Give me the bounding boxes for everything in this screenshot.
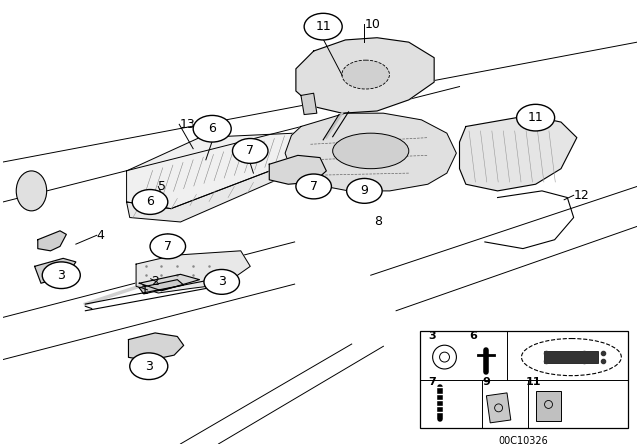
Text: 10: 10 — [364, 18, 380, 31]
Ellipse shape — [204, 269, 239, 294]
Ellipse shape — [296, 174, 332, 199]
Ellipse shape — [522, 339, 621, 375]
Ellipse shape — [42, 262, 80, 289]
Text: 2: 2 — [150, 276, 159, 289]
Polygon shape — [269, 155, 326, 184]
Text: 13: 13 — [179, 118, 195, 131]
Polygon shape — [129, 333, 184, 361]
Text: 9: 9 — [482, 377, 490, 388]
Text: 7: 7 — [428, 377, 436, 388]
Text: 00C10326: 00C10326 — [499, 436, 548, 446]
Text: 3: 3 — [428, 331, 435, 340]
Bar — [545, 351, 598, 363]
Text: 11: 11 — [525, 377, 541, 388]
Ellipse shape — [193, 116, 231, 142]
Polygon shape — [127, 129, 409, 209]
Polygon shape — [35, 258, 76, 283]
Text: 3: 3 — [58, 269, 65, 282]
Text: 12: 12 — [573, 189, 589, 202]
Text: 11: 11 — [528, 111, 543, 124]
Text: 7: 7 — [246, 144, 254, 157]
Ellipse shape — [132, 190, 168, 215]
Text: 9: 9 — [360, 185, 369, 198]
Text: 11: 11 — [316, 20, 331, 33]
Polygon shape — [460, 116, 577, 191]
Text: 4: 4 — [97, 229, 105, 242]
Polygon shape — [140, 280, 184, 294]
Polygon shape — [127, 169, 282, 222]
Polygon shape — [140, 274, 200, 291]
Text: 5: 5 — [158, 180, 166, 193]
Polygon shape — [301, 93, 317, 115]
Ellipse shape — [347, 178, 382, 203]
Ellipse shape — [16, 171, 47, 211]
Polygon shape — [296, 38, 434, 113]
Polygon shape — [136, 251, 250, 293]
Text: 6: 6 — [208, 122, 216, 135]
Ellipse shape — [304, 13, 342, 40]
Ellipse shape — [232, 138, 268, 164]
Text: 7: 7 — [164, 240, 172, 253]
Bar — [486, 393, 511, 423]
Ellipse shape — [150, 234, 186, 259]
Text: 3: 3 — [145, 360, 153, 373]
Bar — [420, 331, 628, 428]
Text: 6: 6 — [146, 195, 154, 208]
Text: 1: 1 — [141, 284, 149, 297]
Polygon shape — [285, 113, 456, 191]
Polygon shape — [38, 231, 67, 251]
Bar — [536, 391, 561, 421]
Ellipse shape — [516, 104, 555, 131]
Ellipse shape — [333, 133, 409, 169]
Ellipse shape — [130, 353, 168, 379]
Text: 3: 3 — [218, 276, 226, 289]
Text: 7: 7 — [310, 180, 317, 193]
Ellipse shape — [342, 60, 390, 89]
Text: 6: 6 — [470, 331, 477, 340]
Text: 8: 8 — [374, 215, 382, 228]
